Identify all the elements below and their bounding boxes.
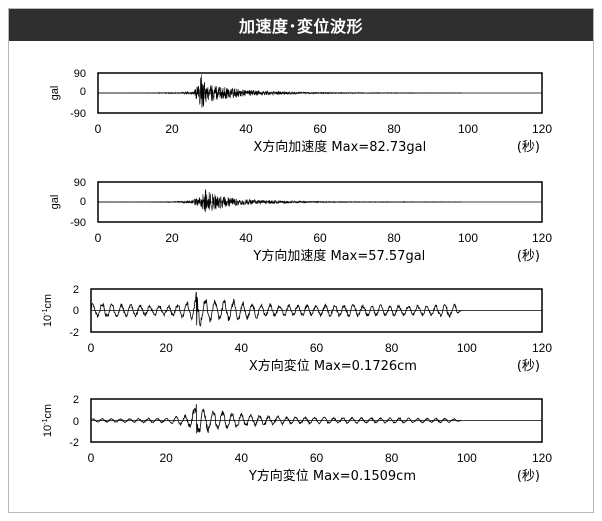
y-tick-label: 2	[73, 284, 79, 296]
x-axis-unit: (秒)	[517, 359, 540, 374]
x-axis-caption: Y方向加速度 Max=57.57gal	[252, 248, 425, 264]
page-title: 加速度･変位波形	[238, 17, 363, 36]
x-axis-caption: Y方向変位 Max=0.1509cm	[248, 468, 416, 484]
x-tick-label: 80	[387, 122, 401, 136]
y-tick-label: 90	[74, 177, 86, 189]
x-tick-label: 100	[457, 341, 477, 355]
x-tick-label: 60	[310, 451, 324, 465]
x-tick-label: 0	[88, 451, 95, 465]
x-tick-label: 120	[532, 451, 552, 465]
y-tick-label: 90	[74, 68, 86, 80]
waveform-series-2	[97, 189, 463, 213]
x-tick-label: 100	[457, 451, 477, 465]
x-tick-label: 40	[235, 451, 249, 465]
waveform-series-1	[98, 74, 463, 108]
y-axis-label: gal	[49, 86, 61, 101]
x-tick-label: 60	[313, 231, 327, 245]
x-tick-label: 80	[385, 451, 399, 465]
x-tick-label: 40	[235, 341, 249, 355]
y-axis-label: 10-1cm	[42, 294, 54, 327]
waveform-series-4	[90, 404, 462, 434]
title-bar: 加速度･変位波形	[9, 9, 593, 41]
x-tick-label: 20	[165, 231, 179, 245]
y-tick-label: 0	[80, 86, 86, 98]
x-tick-label: 0	[95, 231, 102, 245]
x-tick-label: 20	[159, 341, 173, 355]
x-tick-label: 0	[88, 341, 95, 355]
y-tick-label: -90	[70, 217, 86, 229]
y-tick-label: 0	[73, 416, 79, 428]
y-tick-label: -2	[69, 437, 79, 449]
y-tick-label: -90	[70, 108, 86, 120]
y-tick-label: 0	[73, 305, 79, 317]
x-tick-label: 40	[239, 231, 253, 245]
x-tick-label: 60	[310, 341, 324, 355]
x-tick-label: 80	[385, 341, 399, 355]
x-tick-label: 80	[387, 231, 401, 245]
y-tick-label: 2	[73, 394, 79, 406]
x-tick-label: 20	[165, 122, 179, 136]
waveform-series-3	[90, 291, 462, 327]
y-tick-label: -2	[69, 327, 79, 339]
y-tick-label: 0	[80, 196, 86, 208]
y-axis-label: gal	[49, 195, 61, 210]
x-tick-label: 120	[532, 231, 552, 245]
x-axis-caption: X方向変位 Max=0.1726cm	[249, 358, 417, 374]
x-tick-label: 60	[313, 122, 327, 136]
x-tick-label: 120	[532, 122, 552, 136]
x-tick-label: 100	[458, 231, 478, 245]
x-tick-label: 0	[95, 122, 102, 136]
x-axis-caption: X方向加速度 Max=82.73gal	[253, 139, 426, 155]
x-tick-label: 40	[239, 122, 253, 136]
x-tick-label: 120	[532, 341, 552, 355]
x-axis-unit: (秒)	[517, 140, 540, 155]
x-tick-label: 20	[159, 451, 173, 465]
x-axis-unit: (秒)	[517, 249, 540, 264]
x-axis-unit: (秒)	[517, 469, 540, 484]
x-tick-label: 100	[458, 122, 478, 136]
y-axis-label: 10-1cm	[42, 404, 54, 437]
